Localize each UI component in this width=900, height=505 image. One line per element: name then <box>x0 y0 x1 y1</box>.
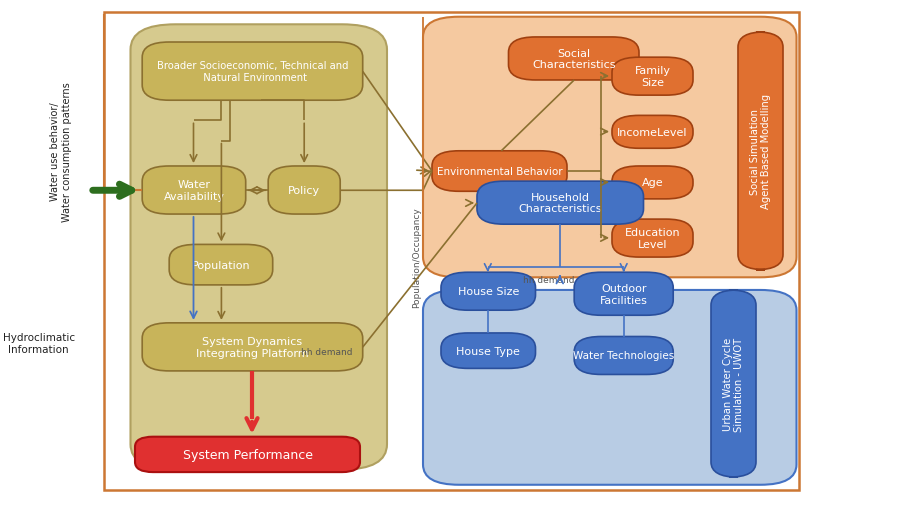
Text: Population/Occupancy: Population/Occupancy <box>412 207 421 308</box>
FancyBboxPatch shape <box>268 167 340 215</box>
FancyBboxPatch shape <box>508 38 639 81</box>
Text: System Dynamics
Integrating Platform: System Dynamics Integrating Platform <box>196 336 309 358</box>
FancyBboxPatch shape <box>169 245 273 285</box>
FancyBboxPatch shape <box>612 58 693 96</box>
FancyBboxPatch shape <box>612 220 693 258</box>
Text: House Type: House Type <box>456 346 520 356</box>
FancyBboxPatch shape <box>477 182 644 225</box>
Text: Population: Population <box>192 260 250 270</box>
FancyBboxPatch shape <box>432 152 567 192</box>
Text: hh demand: hh demand <box>523 276 575 285</box>
FancyBboxPatch shape <box>423 290 796 485</box>
Text: Outdoor
Facilities: Outdoor Facilities <box>599 283 648 305</box>
Text: Water Technologies: Water Technologies <box>573 351 674 361</box>
Text: Environmental Behavior: Environmental Behavior <box>436 167 562 177</box>
Bar <box>104 13 799 490</box>
Text: Education
Level: Education Level <box>625 228 680 249</box>
Text: Water
Availability: Water Availability <box>164 180 224 201</box>
FancyBboxPatch shape <box>135 437 360 472</box>
FancyBboxPatch shape <box>441 333 536 369</box>
Text: Social
Characteristics: Social Characteristics <box>532 48 616 70</box>
Text: hh demand: hh demand <box>301 347 353 357</box>
FancyBboxPatch shape <box>142 43 363 101</box>
FancyBboxPatch shape <box>612 167 693 199</box>
FancyBboxPatch shape <box>574 273 673 316</box>
Text: System Performance: System Performance <box>183 448 312 461</box>
FancyBboxPatch shape <box>130 25 387 470</box>
Text: Family
Size: Family Size <box>634 66 670 88</box>
Text: IncomeLevel: IncomeLevel <box>617 128 688 137</box>
Text: Water use behavior/
Water consumption patterns: Water use behavior/ Water consumption pa… <box>50 82 72 221</box>
FancyBboxPatch shape <box>423 18 796 278</box>
FancyBboxPatch shape <box>441 273 536 311</box>
FancyBboxPatch shape <box>612 116 693 149</box>
Text: Social Simulation
Agent Based Modelling: Social Simulation Agent Based Modelling <box>750 94 771 209</box>
FancyBboxPatch shape <box>142 323 363 371</box>
Text: House Size: House Size <box>457 287 519 296</box>
Text: Hydroclimatic
Information: Hydroclimatic Information <box>3 333 75 354</box>
FancyBboxPatch shape <box>738 33 783 270</box>
Text: Household
Characteristics: Household Characteristics <box>518 192 602 214</box>
Text: Broader Socioeconomic, Technical and
  Natural Environment: Broader Socioeconomic, Technical and Nat… <box>157 61 348 83</box>
FancyBboxPatch shape <box>142 167 246 215</box>
Text: Policy: Policy <box>288 186 320 195</box>
FancyBboxPatch shape <box>711 290 756 477</box>
Text: Age: Age <box>642 178 663 188</box>
Text: Urban Water Cycle
Simulation - UWOT: Urban Water Cycle Simulation - UWOT <box>723 337 744 431</box>
FancyBboxPatch shape <box>574 337 673 375</box>
